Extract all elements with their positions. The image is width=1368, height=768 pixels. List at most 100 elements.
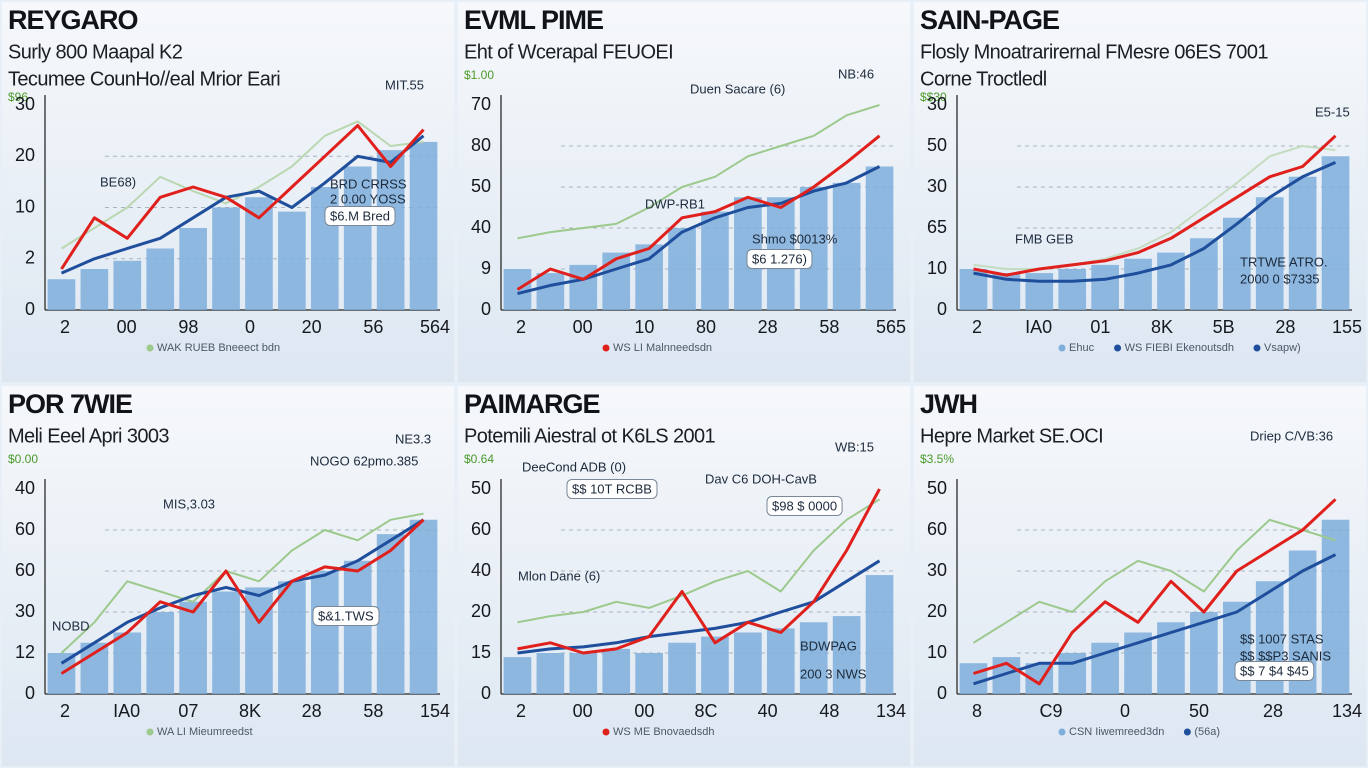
bar bbox=[959, 663, 988, 694]
y-tick-label: 70 bbox=[471, 94, 491, 114]
y-tick-label: 60 bbox=[15, 519, 35, 539]
bar bbox=[1255, 197, 1284, 310]
x-tick-label: 2 bbox=[60, 317, 70, 337]
legend-label: CSN Iiwemreed3dn bbox=[1069, 726, 1164, 738]
bar bbox=[832, 616, 861, 694]
panel-title: PAIMARGE bbox=[464, 389, 600, 419]
bar bbox=[865, 575, 894, 694]
x-tick-label: 00 bbox=[573, 317, 593, 337]
y-tick-label: 0 bbox=[481, 299, 491, 319]
annotation: $&1.TWS bbox=[318, 608, 374, 623]
bar bbox=[1157, 252, 1185, 310]
x-tick-label: 40 bbox=[758, 701, 778, 721]
annotation: DWP-RB1 bbox=[645, 196, 705, 211]
line-series bbox=[973, 498, 1337, 686]
bar bbox=[146, 248, 175, 310]
x-tick-label: 58 bbox=[819, 317, 839, 337]
annotation: $$ 10T RCBB bbox=[572, 481, 652, 496]
panel-subtitle: Hepre Market SE.OCI bbox=[920, 425, 1103, 447]
panel: PAIMARGE Potemili Aiestral ot K6LS 2001 $0… bbox=[458, 386, 910, 766]
y-tick-label: 10 bbox=[927, 642, 947, 662]
x-tick-label: 50 bbox=[1189, 701, 1209, 721]
x-tick-label: 28 bbox=[302, 701, 322, 721]
annotation: NE3.3 bbox=[395, 431, 431, 446]
annotation: BDWPAG bbox=[800, 638, 857, 653]
line-series bbox=[517, 104, 880, 240]
panel: REYGARO Surly 800 Maapal K2 Tecumee CounHo… bbox=[2, 2, 454, 382]
panel-subtitle: Eht of Wcerapal FEUOEI bbox=[464, 41, 673, 63]
line-series bbox=[973, 553, 1337, 686]
y-tick-label: 60 bbox=[15, 560, 35, 580]
panel-subtitle: Potemili Aiestral ot K6LS 2001 bbox=[464, 425, 716, 447]
bar bbox=[409, 141, 438, 310]
annotation: 200 3 NWS bbox=[800, 666, 867, 681]
y-tick-label: 50 bbox=[927, 478, 947, 498]
x-tick-label: C9 bbox=[1039, 701, 1062, 721]
y-tick-label: 0 bbox=[481, 683, 491, 703]
line-series bbox=[517, 559, 881, 655]
x-tick-label: 20 bbox=[302, 317, 322, 337]
legend-label: Ehuc bbox=[1069, 342, 1095, 354]
x-tick-label: 56 bbox=[363, 317, 383, 337]
panel-bg bbox=[458, 386, 910, 766]
panel-subtitle: Corne Troctledl bbox=[920, 68, 1047, 90]
legend-label: WS LI Malnneedsdn bbox=[613, 342, 712, 354]
panel-title: REYGARO bbox=[8, 5, 138, 35]
legend-label: WA LI Mieumreedst bbox=[157, 726, 253, 738]
line-series bbox=[60, 124, 425, 270]
y-tick-label: 60 bbox=[471, 519, 491, 539]
bar bbox=[212, 207, 240, 310]
panel: JWH Hepre Market SE.OCI $3.5% 50 60 30 20 10 0 8 C… bbox=[914, 386, 1366, 766]
bar bbox=[80, 269, 109, 310]
y-tick-label: 10 bbox=[15, 196, 35, 216]
panel-title: JWH bbox=[920, 389, 977, 419]
legend-label: Vsapw) bbox=[1264, 342, 1301, 354]
x-tick-label: 00 bbox=[634, 701, 654, 721]
value-note: $0.00 bbox=[8, 452, 38, 466]
bar bbox=[245, 197, 273, 310]
bar bbox=[278, 211, 306, 310]
line-series bbox=[60, 134, 425, 275]
bar bbox=[343, 166, 372, 310]
annotation: $$ 7 $4 $45 bbox=[1240, 663, 1309, 678]
bar bbox=[1025, 273, 1054, 310]
x-tick-label: 0 bbox=[1120, 701, 1130, 721]
bar bbox=[113, 260, 142, 310]
x-tick-label: 28 bbox=[1275, 317, 1295, 337]
y-tick-label: 40 bbox=[471, 217, 491, 237]
y-tick-label: 50 bbox=[471, 176, 491, 196]
x-tick-label: 10 bbox=[634, 317, 654, 337]
bar bbox=[832, 182, 861, 310]
x-tick-label: 28 bbox=[1263, 701, 1283, 721]
bar bbox=[569, 653, 598, 694]
bar bbox=[1091, 264, 1119, 310]
y-tick-label: 0 bbox=[25, 683, 35, 703]
bar bbox=[503, 269, 532, 310]
x-tick-label: 80 bbox=[696, 317, 716, 337]
line-series bbox=[972, 518, 1336, 644]
legend-label: WS FIEBI Ekenoutsdh bbox=[1125, 342, 1234, 354]
bar bbox=[212, 591, 240, 694]
annotation-box bbox=[766, 495, 843, 516]
y-tick-label: 30 bbox=[15, 94, 35, 114]
value-note: $96 bbox=[8, 90, 28, 104]
legend-marker bbox=[146, 344, 154, 352]
panel-title: EVML PIME bbox=[464, 5, 603, 35]
bar bbox=[635, 653, 663, 694]
x-tick-label: 01 bbox=[1090, 317, 1110, 337]
y-tick-label: 80 bbox=[471, 135, 491, 155]
y-tick-label: 15 bbox=[471, 642, 491, 662]
bar bbox=[1288, 176, 1317, 310]
panel-subtitle: Tecumee CounHo//eal Mrior Eari bbox=[8, 68, 280, 90]
y-tick-label: 30 bbox=[927, 560, 947, 580]
line-series bbox=[60, 518, 425, 665]
annotation: BRD CRRSS bbox=[330, 176, 407, 191]
panel-subtitle: Meli Eeel Apri 3003 bbox=[8, 425, 169, 447]
bar bbox=[376, 150, 405, 310]
y-tick-label: 40 bbox=[15, 478, 35, 498]
line-series bbox=[973, 134, 1337, 277]
x-tick-label: IA0 bbox=[113, 701, 140, 721]
bar bbox=[668, 642, 696, 694]
bar bbox=[799, 622, 828, 694]
